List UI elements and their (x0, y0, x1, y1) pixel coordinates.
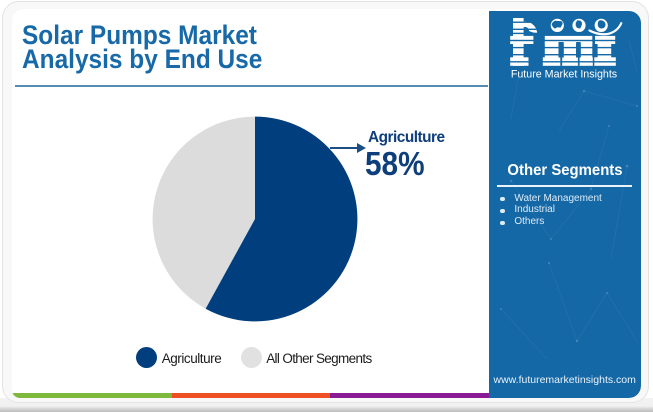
svg-text:Future Market Insights: Future Market Insights (511, 68, 617, 80)
